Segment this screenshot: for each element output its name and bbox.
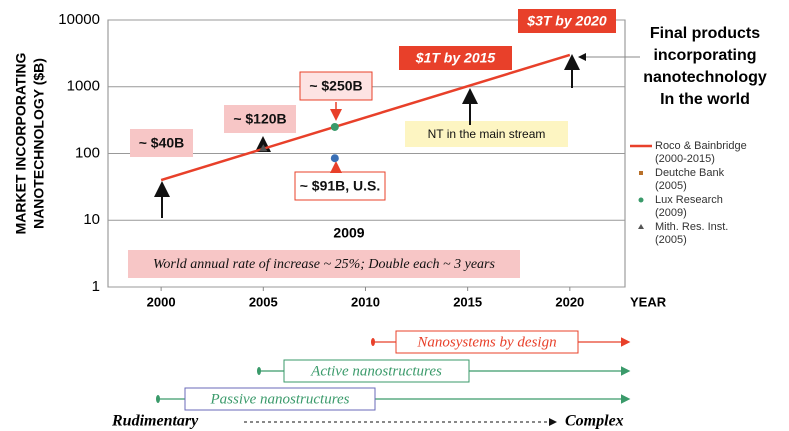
timeline-box	[395, 330, 579, 354]
x-tick-label: 2010	[351, 294, 380, 309]
y-tick-label: 1000	[67, 78, 100, 95]
annotation: nanotechnology	[643, 69, 767, 86]
annotation-box	[130, 129, 193, 157]
legend-label: Deutche Bank (2005)	[655, 167, 725, 192]
annotation-box	[299, 71, 373, 101]
annotation: $1T by 2015	[415, 50, 496, 66]
legend-label: Roco & Bainbridge (2000-2015)	[655, 140, 747, 165]
timeline-start	[257, 367, 261, 375]
point	[259, 144, 268, 152]
timeline-box	[283, 359, 470, 383]
annotation-box	[399, 46, 512, 70]
annotation: incorporating	[653, 47, 756, 64]
legend-label: Mith. Res. Inst. (2005)	[655, 221, 729, 246]
legend-swatch	[639, 171, 643, 175]
annotation: ~ $91B, U.S.	[300, 178, 381, 194]
annotation: ~ $120B	[233, 111, 286, 127]
point	[330, 154, 339, 163]
point	[330, 122, 339, 131]
annotation: $3T by 2020	[526, 13, 607, 29]
x-tick-label: 2020	[555, 294, 584, 309]
annotation: ~ $250B	[309, 78, 362, 94]
legend-swatch	[638, 197, 644, 203]
y-axis-label: MARKET INCORPORATING	[13, 53, 29, 235]
legend-label: Lux Research (2009)	[655, 194, 723, 219]
y-tick-label: 10	[83, 211, 100, 228]
legend-swatch	[638, 224, 644, 229]
y-axis-label: NANOTECHNOLOGY ($B)	[31, 58, 47, 229]
annotation: 2009	[333, 225, 364, 241]
annotation-box	[294, 171, 386, 201]
annotation-box	[224, 105, 296, 133]
y-tick-label: 10000	[58, 11, 100, 28]
timeline-end: Complex	[565, 413, 624, 430]
annotation-box	[405, 121, 568, 147]
timeline-start	[371, 338, 375, 346]
x-axis-label: YEAR	[630, 294, 667, 309]
y-tick-label: 100	[75, 144, 100, 161]
timeline-end: Rudimentary	[111, 413, 199, 430]
annotation: Final products	[650, 25, 760, 42]
timeline-label: Passive nanostructures	[209, 391, 349, 407]
timeline-label: Nanosystems by design	[416, 334, 556, 350]
annotation-box	[128, 250, 520, 278]
x-tick-label: 2015	[453, 294, 482, 309]
x-tick-label: 2005	[249, 294, 278, 309]
annotation: ~ $40B	[139, 135, 185, 151]
series-line	[160, 53, 571, 182]
annotation: World annual rate of increase ~ 25%; Dou…	[153, 257, 495, 272]
x-tick-label: 2000	[147, 294, 176, 309]
annotation-box	[518, 9, 616, 33]
timeline-label: Active nanostructures	[310, 363, 442, 379]
annotation: NT in the main stream	[428, 127, 546, 141]
timeline-start	[156, 395, 160, 403]
timeline-box-outline	[184, 387, 376, 411]
annotation: In the world	[660, 91, 750, 108]
y-tick-label: 1	[92, 278, 100, 295]
